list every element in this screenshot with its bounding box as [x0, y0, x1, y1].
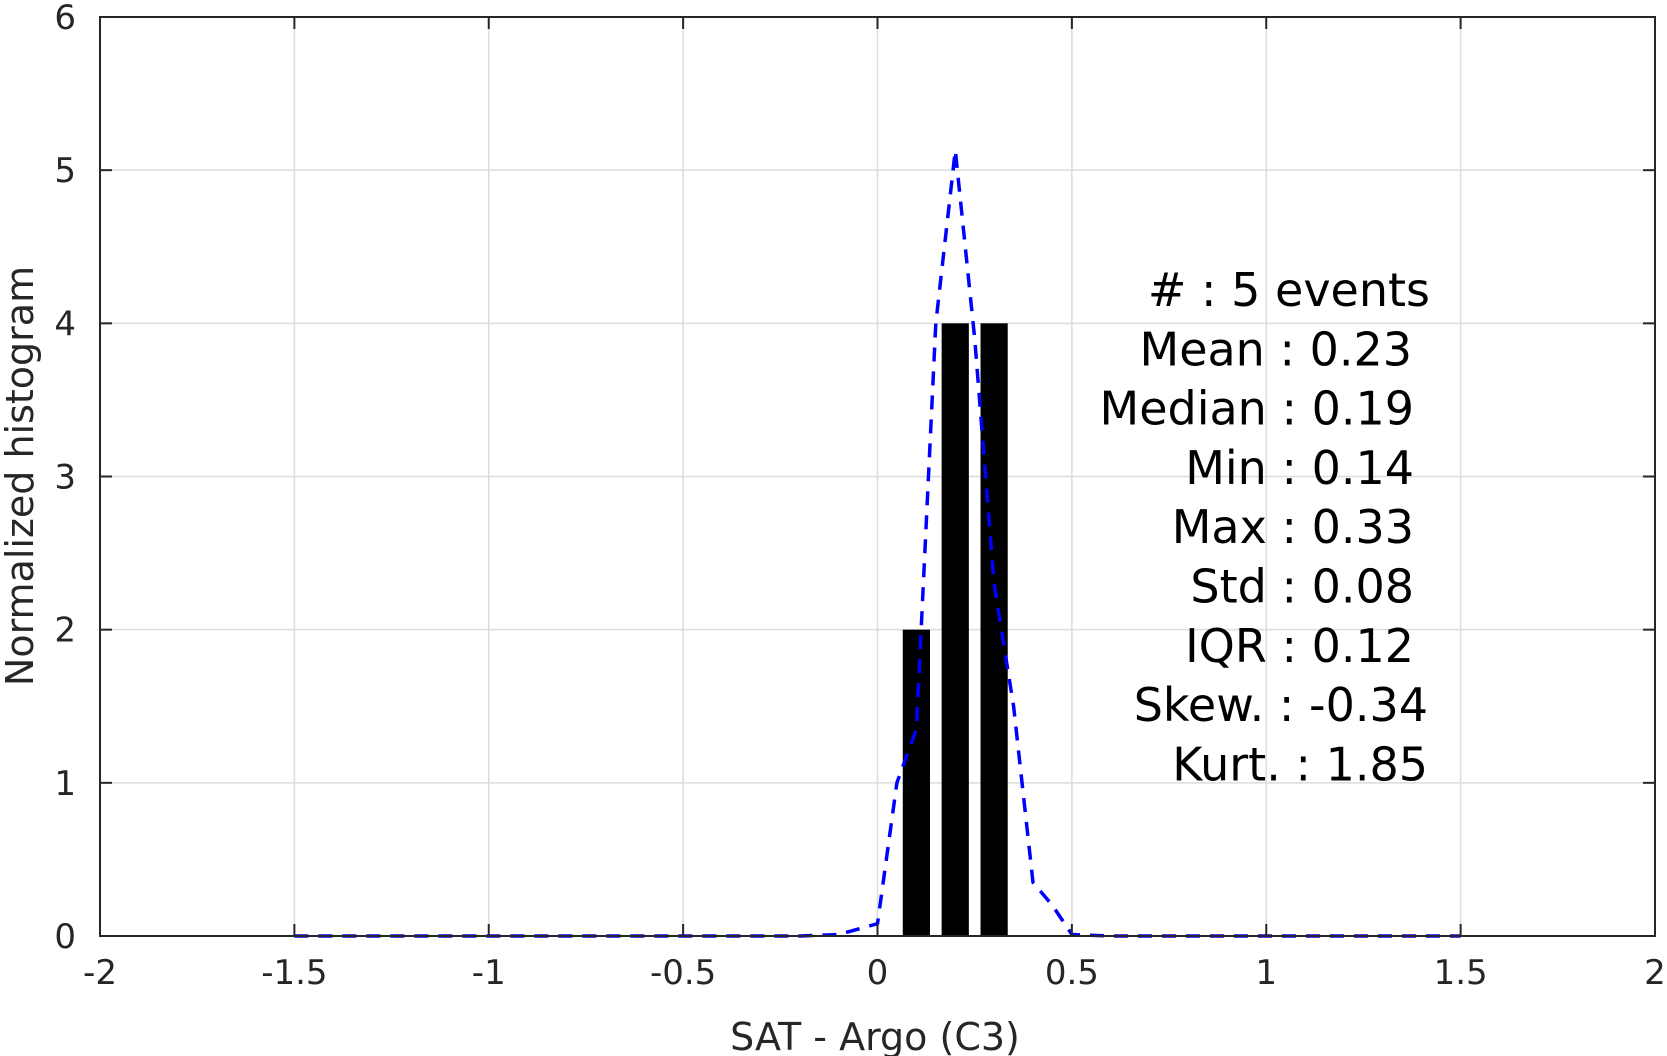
- x-tick-label: -0.5: [650, 953, 716, 993]
- stats-line-8: Skew. : -0.34: [1134, 678, 1428, 732]
- stats-line-6: Std : 0.08: [1190, 560, 1414, 614]
- x-tick-label: 1: [1255, 953, 1277, 993]
- x-tick-label: -1: [472, 953, 506, 993]
- grid-lines: [100, 17, 1655, 936]
- histogram-bar-2: [941, 323, 969, 936]
- stats-line-1: # : 5 events: [1148, 263, 1430, 317]
- stats-line-5: Max : 0.33: [1172, 500, 1414, 554]
- histogram-bars: [902, 323, 1008, 936]
- y-axis-title: Normalized histogram: [0, 266, 42, 686]
- y-tick-label: 3: [54, 458, 76, 498]
- histogram-bar-1: [902, 629, 930, 936]
- stats-line-2: Mean : 0.23: [1140, 322, 1413, 376]
- x-tick-label: 0.5: [1045, 953, 1099, 993]
- x-axis-title: SAT - Argo (C3): [730, 1015, 1020, 1056]
- stats-line-4: Min : 0.14: [1185, 441, 1414, 495]
- tick-labels: -2 -1.5 -1 -0.5 0 0.5 1 1.5 2 0 1 2 3 4 5 6: [54, 0, 1665, 993]
- histogram-bar-3: [980, 323, 1008, 936]
- x-tick-label: 2: [1644, 953, 1666, 993]
- stats-line-9: Kurt. : 1.85: [1172, 737, 1428, 791]
- y-tick-label: 6: [54, 0, 76, 38]
- x-tick-label: 1.5: [1434, 953, 1488, 993]
- x-tick-label: -2: [83, 953, 117, 993]
- y-tick-label: 4: [54, 304, 76, 344]
- y-tick-label: 2: [54, 611, 76, 651]
- y-tick-label: 5: [54, 151, 76, 191]
- stats-line-3: Median : 0.19: [1100, 382, 1414, 436]
- y-tick-label: 1: [54, 764, 76, 804]
- x-tick-label: -1.5: [261, 953, 327, 993]
- y-tick-label: 0: [54, 917, 76, 957]
- x-tick-label: 0: [867, 953, 889, 993]
- stats-line-7: IQR : 0.12: [1185, 619, 1414, 673]
- axes-box: [99, 16, 1656, 937]
